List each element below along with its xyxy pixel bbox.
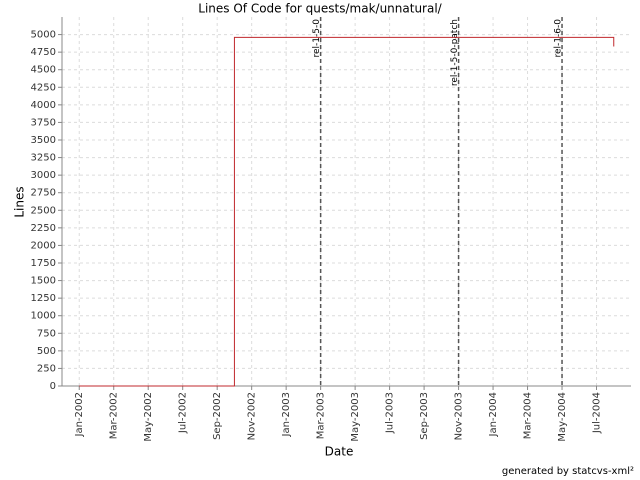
x-tick-label: Sep-2002: [212, 392, 223, 440]
y-tick-label: 1000: [31, 311, 56, 322]
x-tick-label: Jul-2004: [592, 392, 603, 434]
x-tick-label: Jul-2002: [178, 392, 189, 434]
y-tick-label: 4500: [31, 65, 56, 76]
y-tick-label: 1750: [31, 258, 56, 269]
y-tick-label: 3000: [31, 170, 56, 181]
x-tick-label: Nov-2002: [247, 392, 258, 440]
x-tick-label: Jul-2003: [385, 392, 396, 434]
x-tick-label: Nov-2003: [454, 392, 465, 440]
plot-area: [62, 17, 631, 386]
x-tick-label: May-2002: [143, 392, 154, 442]
y-tick-label: 2000: [31, 240, 56, 251]
y-tick-label: 2250: [31, 223, 56, 234]
y-tick-label: 2750: [31, 188, 56, 199]
x-tick-label: Jan-2003: [281, 392, 292, 437]
x-tick-label: Jan-2002: [74, 392, 85, 437]
x-tick-label: Mar-2002: [109, 392, 120, 439]
chart-title: Lines Of Code for quests/mak/unnatural/: [198, 2, 442, 16]
y-tick-label: 3500: [31, 135, 56, 146]
x-tick-label: Jan-2004: [488, 392, 499, 437]
release-label: rel-1-5-0: [312, 19, 322, 58]
y-tick-label: 4000: [31, 100, 56, 111]
x-tick-label: May-2003: [350, 392, 361, 442]
y-axis-label: Lines: [13, 186, 27, 217]
y-tick-label: 4250: [31, 82, 56, 93]
y-tick-label: 1250: [31, 293, 56, 304]
release-label: rel-1-6-0: [554, 19, 564, 58]
x-tick-label: Mar-2004: [523, 392, 534, 439]
y-tick-label: 3750: [31, 117, 56, 128]
footer: generated by statcvs-xml²: [502, 466, 634, 477]
line-series: [79, 36, 615, 387]
y-tick-label: 2500: [31, 205, 56, 216]
y-tick-label: 500: [37, 346, 56, 357]
release-label: rel-1-5-0-patch: [450, 19, 460, 86]
y-tick-label: 5000: [31, 30, 56, 41]
y-tick-label: 0: [50, 381, 56, 392]
y-tick-label: 3250: [31, 153, 56, 164]
x-axis-label: Date: [325, 445, 354, 459]
x-tick-label: Sep-2003: [419, 392, 430, 440]
y-tick-label: 250: [37, 363, 56, 374]
y-tick-label: 750: [37, 328, 56, 339]
y-tick-label: 4750: [31, 47, 56, 58]
y-tick-label: 1500: [31, 276, 56, 287]
x-tick-label: May-2004: [557, 392, 568, 442]
x-tick-label: Mar-2003: [316, 392, 327, 439]
